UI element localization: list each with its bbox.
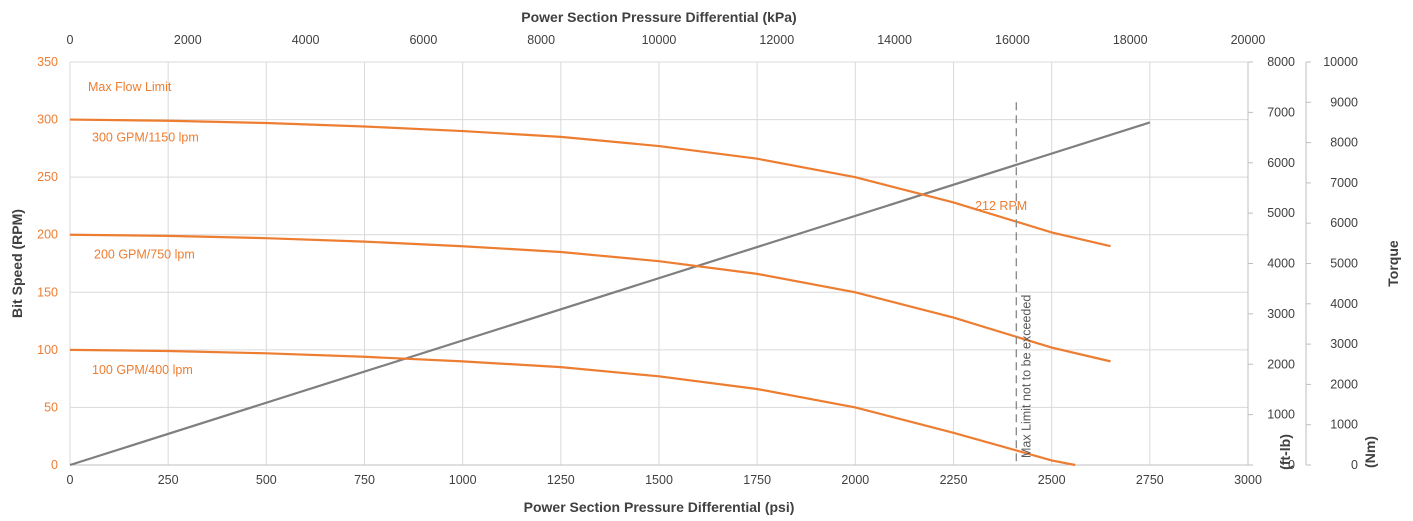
x2-tick-label: 16000 — [995, 33, 1030, 47]
x2-tick-label: 4000 — [292, 33, 320, 47]
torque-nm-tick-label: 8000 — [1330, 136, 1358, 150]
torque-nm-unit: (Nm) — [1362, 436, 1378, 468]
x2-tick-label: 6000 — [409, 33, 437, 47]
y-tick-label: 0 — [51, 458, 58, 472]
y-tick-label: 100 — [37, 343, 58, 357]
x-tick-label: 1500 — [645, 473, 673, 487]
torque-nm-tick-label: 0 — [1351, 458, 1358, 472]
x-tick-label: 750 — [354, 473, 375, 487]
x2-tick-label: 2000 — [174, 33, 202, 47]
torque-ftlb-tick-label: 3000 — [1267, 307, 1295, 321]
torque-nm-tick-label: 3000 — [1330, 337, 1358, 351]
speed-line-2 — [69, 233, 1111, 363]
x-tick-label: 250 — [158, 473, 179, 487]
torque-ftlb-tick-label: 6000 — [1267, 156, 1295, 170]
torque-ftlb-unit: (ft-lb) — [1277, 434, 1293, 470]
torque-ftlb-tick-label: 5000 — [1267, 206, 1295, 220]
y-tick-label: 200 — [37, 228, 58, 242]
torque-nm-tick-label: 5000 — [1330, 257, 1358, 271]
y-tick-label: 300 — [37, 113, 58, 127]
x2-tick-label: 8000 — [527, 33, 555, 47]
x-tick-label: 1000 — [449, 473, 477, 487]
series-label-2: 200 GPM/750 lpm — [94, 248, 195, 262]
x2-tick-label: 12000 — [759, 33, 794, 47]
x2-tick-label: 0 — [67, 33, 74, 47]
y-axis-title: Bit Speed (RPM) — [9, 209, 25, 318]
series-label-1: 300 GPM/1150 lpm — [92, 131, 199, 145]
torque-nm-tick-label: 10000 — [1323, 55, 1358, 69]
y-tick-label: 350 — [37, 55, 58, 69]
torque-ftlb-tick-label: 1000 — [1267, 408, 1295, 422]
x-axis-title: Power Section Pressure Differential (psi… — [524, 499, 795, 515]
x2-axis-title: Power Section Pressure Differential (kPa… — [521, 9, 796, 25]
x2-tick-label: 10000 — [642, 33, 677, 47]
torque-ftlb-tick-label: 4000 — [1267, 257, 1295, 271]
max-flow-label: Max Flow Limit — [88, 80, 172, 94]
rpm-212-label: 212 RPM — [975, 199, 1027, 213]
y-tick-label: 250 — [37, 170, 58, 184]
x-tick-label: 2000 — [841, 473, 869, 487]
torque-ftlb-tick-label: 2000 — [1267, 357, 1295, 371]
torque-ftlb-tick-label: 0 — [1288, 458, 1295, 472]
torque-axis-title: Torque — [1385, 240, 1401, 287]
torque-nm-tick-label: 4000 — [1330, 297, 1358, 311]
torque-ftlb-tick-label: 7000 — [1267, 105, 1295, 119]
x-tick-label: 2750 — [1136, 473, 1164, 487]
x2-tick-label: 18000 — [1113, 33, 1148, 47]
x-tick-label: 1250 — [547, 473, 575, 487]
x2-tick-label: 20000 — [1231, 33, 1266, 47]
x-tick-label: 0 — [67, 473, 74, 487]
max-limit-label: Max Limit not to be exceeded — [1019, 295, 1033, 458]
torque-nm-tick-label: 7000 — [1330, 176, 1358, 190]
torque-nm-tick-label: 1000 — [1330, 418, 1358, 432]
series-label-3: 100 GPM/400 lpm — [92, 363, 193, 377]
annotations: Power Section Pressure Differential (psi… — [9, 9, 1401, 515]
x-tick-label: 2500 — [1038, 473, 1066, 487]
x-tick-label: 1750 — [743, 473, 771, 487]
x-tick-label: 3000 — [1234, 473, 1262, 487]
torque-nm-tick-label: 6000 — [1330, 216, 1358, 230]
torque-ftlb-tick-label: 8000 — [1267, 55, 1295, 69]
speed-line-3 — [69, 348, 1076, 467]
series: 300 GPM/1150 lpm 200 GPM/750 lpm 100 GPM/4… — [69, 102, 1151, 467]
torque-line — [69, 121, 1151, 467]
x-tick-label: 500 — [256, 473, 277, 487]
torque-nm-tick-label: 9000 — [1330, 95, 1358, 109]
y-tick-label: 150 — [37, 285, 58, 299]
torque-nm-tick-label: 2000 — [1330, 377, 1358, 391]
x2-tick-label: 14000 — [877, 33, 912, 47]
speed-line-1 — [69, 118, 1111, 248]
x-tick-label: 2250 — [940, 473, 968, 487]
axes: 0 250 500 750 1000 1250 1500 1750 2000 2250 2500 27… — [37, 33, 1358, 487]
y-tick-label: 50 — [44, 400, 58, 414]
